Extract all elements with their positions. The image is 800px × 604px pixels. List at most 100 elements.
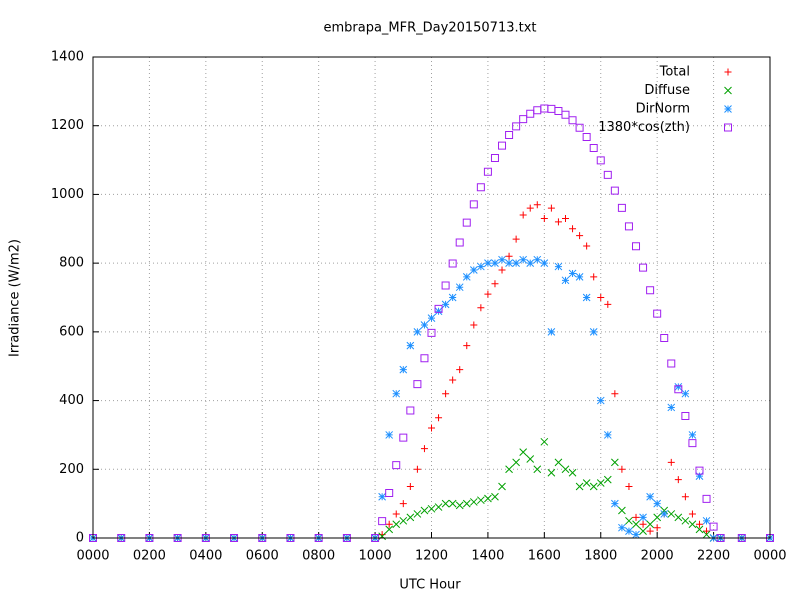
point <box>427 504 436 513</box>
point <box>399 500 407 508</box>
legend-label: Total <box>659 65 690 80</box>
point <box>427 314 436 322</box>
x-tick-label: 0000 <box>76 549 109 564</box>
point <box>498 266 506 274</box>
x-tick-label: 2200 <box>697 549 730 564</box>
legend-symbol <box>724 86 732 95</box>
point <box>582 479 591 487</box>
point <box>688 439 697 448</box>
point <box>646 286 655 295</box>
point <box>477 496 485 505</box>
point <box>371 534 380 542</box>
point <box>201 534 210 542</box>
point <box>462 273 471 281</box>
x-tick-label: 1000 <box>359 549 392 564</box>
y-tick-label: 800 <box>59 256 84 271</box>
x-axis-label: UTC Hour <box>399 578 461 593</box>
point <box>470 321 478 329</box>
point <box>420 321 429 329</box>
point <box>533 201 541 209</box>
point <box>695 472 704 481</box>
point <box>442 390 450 398</box>
point <box>413 510 422 518</box>
point <box>589 144 598 153</box>
point <box>554 458 563 467</box>
point <box>526 204 534 212</box>
point <box>469 200 478 209</box>
point <box>702 494 711 503</box>
point <box>399 516 408 525</box>
point <box>547 328 556 336</box>
point <box>674 476 682 484</box>
point <box>491 280 499 288</box>
point <box>483 167 492 176</box>
x-tick-label: 0200 <box>133 549 166 564</box>
point <box>455 501 464 510</box>
point <box>526 259 535 267</box>
point <box>173 534 182 542</box>
point <box>674 385 683 394</box>
point <box>498 141 507 150</box>
point <box>695 466 704 475</box>
point <box>554 262 563 271</box>
point <box>413 465 421 473</box>
point <box>653 524 661 532</box>
point <box>568 269 577 278</box>
point <box>603 475 612 484</box>
x-tick-label: 0800 <box>302 549 335 564</box>
y-axis-label: Irradiance (W/m2) <box>8 239 23 357</box>
point <box>526 455 535 463</box>
point <box>342 534 351 542</box>
point <box>526 109 535 118</box>
point <box>512 458 520 467</box>
y-tick-label: 600 <box>59 324 84 339</box>
point <box>674 513 683 522</box>
point <box>533 255 542 264</box>
point <box>681 389 690 398</box>
point <box>639 263 648 272</box>
point <box>561 276 570 285</box>
point <box>540 437 549 446</box>
point <box>286 534 295 542</box>
point <box>378 492 386 501</box>
point <box>632 513 640 521</box>
point <box>618 523 626 532</box>
point <box>540 214 548 222</box>
point <box>512 122 521 131</box>
point <box>406 341 415 350</box>
point <box>596 156 605 165</box>
point <box>462 218 471 227</box>
point <box>385 488 394 497</box>
point <box>561 214 569 222</box>
legend: Total Diffuse DirNorm 1380*cos(zth) <box>598 65 732 135</box>
legend-label: DirNorm <box>636 102 690 117</box>
point <box>681 516 690 525</box>
plot-marks <box>89 104 774 542</box>
point <box>646 492 654 501</box>
point <box>399 365 408 374</box>
point <box>441 281 450 290</box>
plot-border <box>92 56 771 539</box>
point <box>469 498 478 506</box>
point <box>476 183 485 192</box>
point <box>392 510 400 518</box>
point <box>505 252 513 260</box>
point <box>455 283 464 292</box>
point <box>491 259 499 267</box>
point <box>469 266 478 274</box>
point <box>589 328 598 336</box>
point <box>441 499 450 508</box>
point <box>702 516 711 525</box>
point <box>597 294 605 301</box>
point <box>420 445 428 453</box>
point <box>632 520 640 529</box>
point <box>674 382 683 391</box>
point <box>505 465 513 474</box>
point <box>462 499 471 508</box>
point <box>434 307 443 316</box>
point <box>547 468 556 477</box>
point <box>378 532 386 541</box>
point <box>420 354 429 363</box>
point <box>660 510 669 518</box>
point <box>653 499 662 508</box>
